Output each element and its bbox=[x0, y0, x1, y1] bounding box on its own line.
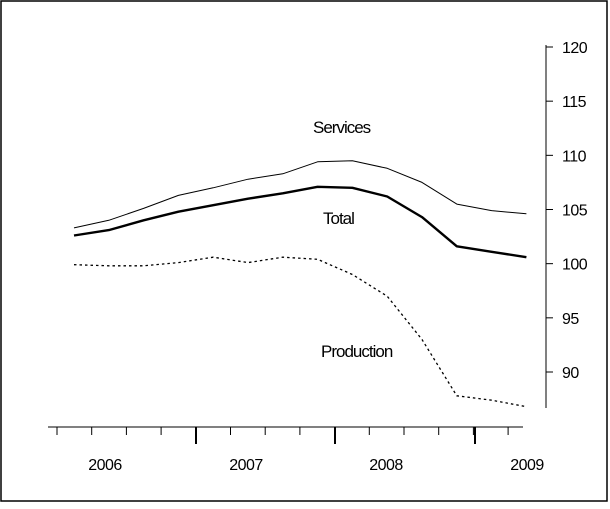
y-tick-label: 105 bbox=[562, 203, 588, 220]
x-tick-label: 2008 bbox=[369, 457, 403, 474]
series-line-services bbox=[73, 160, 527, 229]
series-line-total bbox=[73, 185, 527, 259]
y-tick-label: 90 bbox=[562, 365, 579, 382]
series-label-total: Total bbox=[323, 209, 354, 228]
series-label-production: Production bbox=[321, 342, 393, 361]
x-tick-label: 2009 bbox=[510, 457, 544, 474]
y-tick-label: 95 bbox=[562, 311, 579, 328]
x-axis-ticks: 2006 2007 2008 2009 bbox=[56, 427, 545, 474]
series-line-production bbox=[73, 256, 527, 408]
x-tick-label: 2007 bbox=[229, 457, 263, 474]
y-tick-label: 120 bbox=[562, 40, 588, 57]
y-axis-ticks: 90 95 100 105 110 115 120 bbox=[546, 40, 588, 382]
x-tick-label: 2006 bbox=[88, 457, 122, 474]
series-label-services: Services bbox=[313, 118, 371, 137]
series-labels: Services Total Production bbox=[313, 118, 394, 361]
y-tick-label: 110 bbox=[562, 148, 587, 165]
y-tick-label: 115 bbox=[562, 94, 587, 111]
y-tick-label: 100 bbox=[562, 257, 588, 274]
series-lines bbox=[73, 160, 527, 408]
